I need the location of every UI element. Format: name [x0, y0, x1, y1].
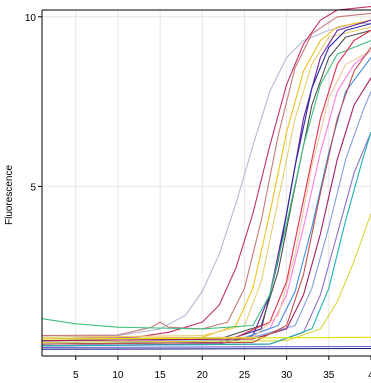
amplification-curve-20 — [41, 336, 371, 340]
amplification-curve-14 — [41, 77, 371, 342]
x-tick-label: 15 — [155, 370, 167, 381]
axes — [38, 9, 371, 360]
series-group — [41, 6, 371, 350]
amplification-curve-15 — [41, 213, 371, 343]
amplification-curve-19 — [41, 131, 371, 347]
amplification-curve-10 — [41, 29, 371, 340]
amplification-curve-21 — [41, 347, 371, 350]
amplification-curve-9 — [41, 39, 371, 330]
x-tick-label: 25 — [239, 370, 251, 381]
amplification-curve-22 — [41, 345, 371, 349]
x-tick-label: 4 — [368, 370, 371, 381]
x-tick-label: 10 — [112, 370, 124, 381]
amplification-curve-1 — [41, 23, 371, 338]
amplification-curve-18 — [41, 46, 371, 345]
x-tick-label: 5 — [73, 370, 79, 381]
y-axis-label: Fluorescence — [4, 165, 15, 225]
y-tick-label: 10 — [25, 13, 37, 24]
x-tick-label: 30 — [281, 370, 293, 381]
x-tick-label: 35 — [323, 370, 335, 381]
amplification-curve-5 — [41, 26, 371, 338]
y-tick-label: 5 — [30, 182, 36, 193]
amplification-curve-2 — [41, 6, 371, 340]
amplification-curve-3 — [41, 12, 371, 337]
grid — [42, 10, 371, 356]
tick-labels: 5 10 15 20 25 30 35 4 5 10 — [25, 13, 371, 381]
amplification-curve-13 — [41, 91, 371, 340]
amplification-curve-17 — [41, 50, 371, 340]
x-tick-label: 20 — [197, 370, 209, 381]
